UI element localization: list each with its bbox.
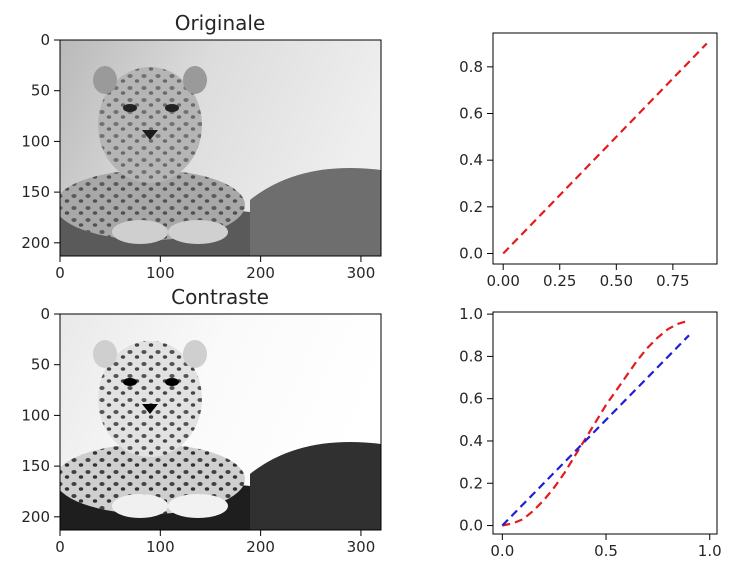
x-tick-label: 300 xyxy=(347,264,376,282)
y-tick-label: 1.0 xyxy=(459,305,483,323)
y-tick-label: 50 xyxy=(31,356,50,374)
series-line-0 xyxy=(502,42,708,255)
x-tick-label: 0.25 xyxy=(543,272,576,290)
y-tick-label: 0.0 xyxy=(459,517,483,535)
y-tick-label: 0.6 xyxy=(459,390,483,408)
plot-frame xyxy=(492,32,718,265)
y-tick-label: 50 xyxy=(31,82,50,100)
plot-panel-original: 0.00 0.25 0.50 0.75 0.0 0.2 0.4 0.6 0.8 xyxy=(459,32,718,290)
series-line-1 xyxy=(501,334,690,527)
x-tick-label: 100 xyxy=(146,538,175,556)
leopard-image xyxy=(60,40,381,256)
y-tick-label: 0 xyxy=(40,305,50,323)
y-tick-label: 0 xyxy=(40,31,50,49)
leopard-image-contrast xyxy=(60,314,381,530)
image-panel-contrast: Contraste 0 100 200 300 0 50 100 150 200 xyxy=(21,285,382,556)
x-tick-label: 0.75 xyxy=(656,272,689,290)
y-tick-label: 0.6 xyxy=(459,105,483,123)
x-tick-label: 100 xyxy=(146,264,175,282)
y-tick-label: 0.2 xyxy=(459,474,483,492)
plot-frame xyxy=(492,311,718,535)
image-frame xyxy=(59,313,382,531)
image-title: Originale xyxy=(175,11,266,35)
x-tick-label: 200 xyxy=(246,538,275,556)
y-tick-label: 0.4 xyxy=(459,432,483,450)
x-tick-label: 0.5 xyxy=(594,542,618,560)
x-tick-label: 0.0 xyxy=(490,542,514,560)
x-tick-label: 0.00 xyxy=(486,272,519,290)
y-tick-label: 0.2 xyxy=(459,198,483,216)
y-tick-label: 150 xyxy=(21,457,50,475)
x-tick-label: 0 xyxy=(55,538,65,556)
y-tick-label: 100 xyxy=(21,132,50,150)
image-frame xyxy=(59,39,382,257)
y-tick-label: 0.4 xyxy=(459,151,483,169)
y-tick-label: 200 xyxy=(21,508,50,526)
y-tick-label: 200 xyxy=(21,234,50,252)
x-tick-label: 1.0 xyxy=(698,542,722,560)
x-tick-label: 300 xyxy=(347,538,376,556)
x-tick-label: 0.50 xyxy=(600,272,633,290)
x-tick-label: 200 xyxy=(246,264,275,282)
y-tick-label: 150 xyxy=(21,183,50,201)
y-tick-label: 0.8 xyxy=(459,347,483,365)
y-tick-label: 0.0 xyxy=(459,245,483,263)
plot-panel-contrast: 0.0 0.5 1.0 0.0 0.2 0.4 0.6 0.8 1.0 xyxy=(459,305,722,560)
image-panel-original: Originale 0 100 200 300 0 50 100 150 200 xyxy=(21,11,382,282)
series-line-0 xyxy=(502,319,690,527)
y-tick-label: 100 xyxy=(21,406,50,424)
image-title: Contraste xyxy=(171,285,269,309)
y-tick-label: 0.8 xyxy=(459,58,483,76)
x-tick-label: 0 xyxy=(55,264,65,282)
